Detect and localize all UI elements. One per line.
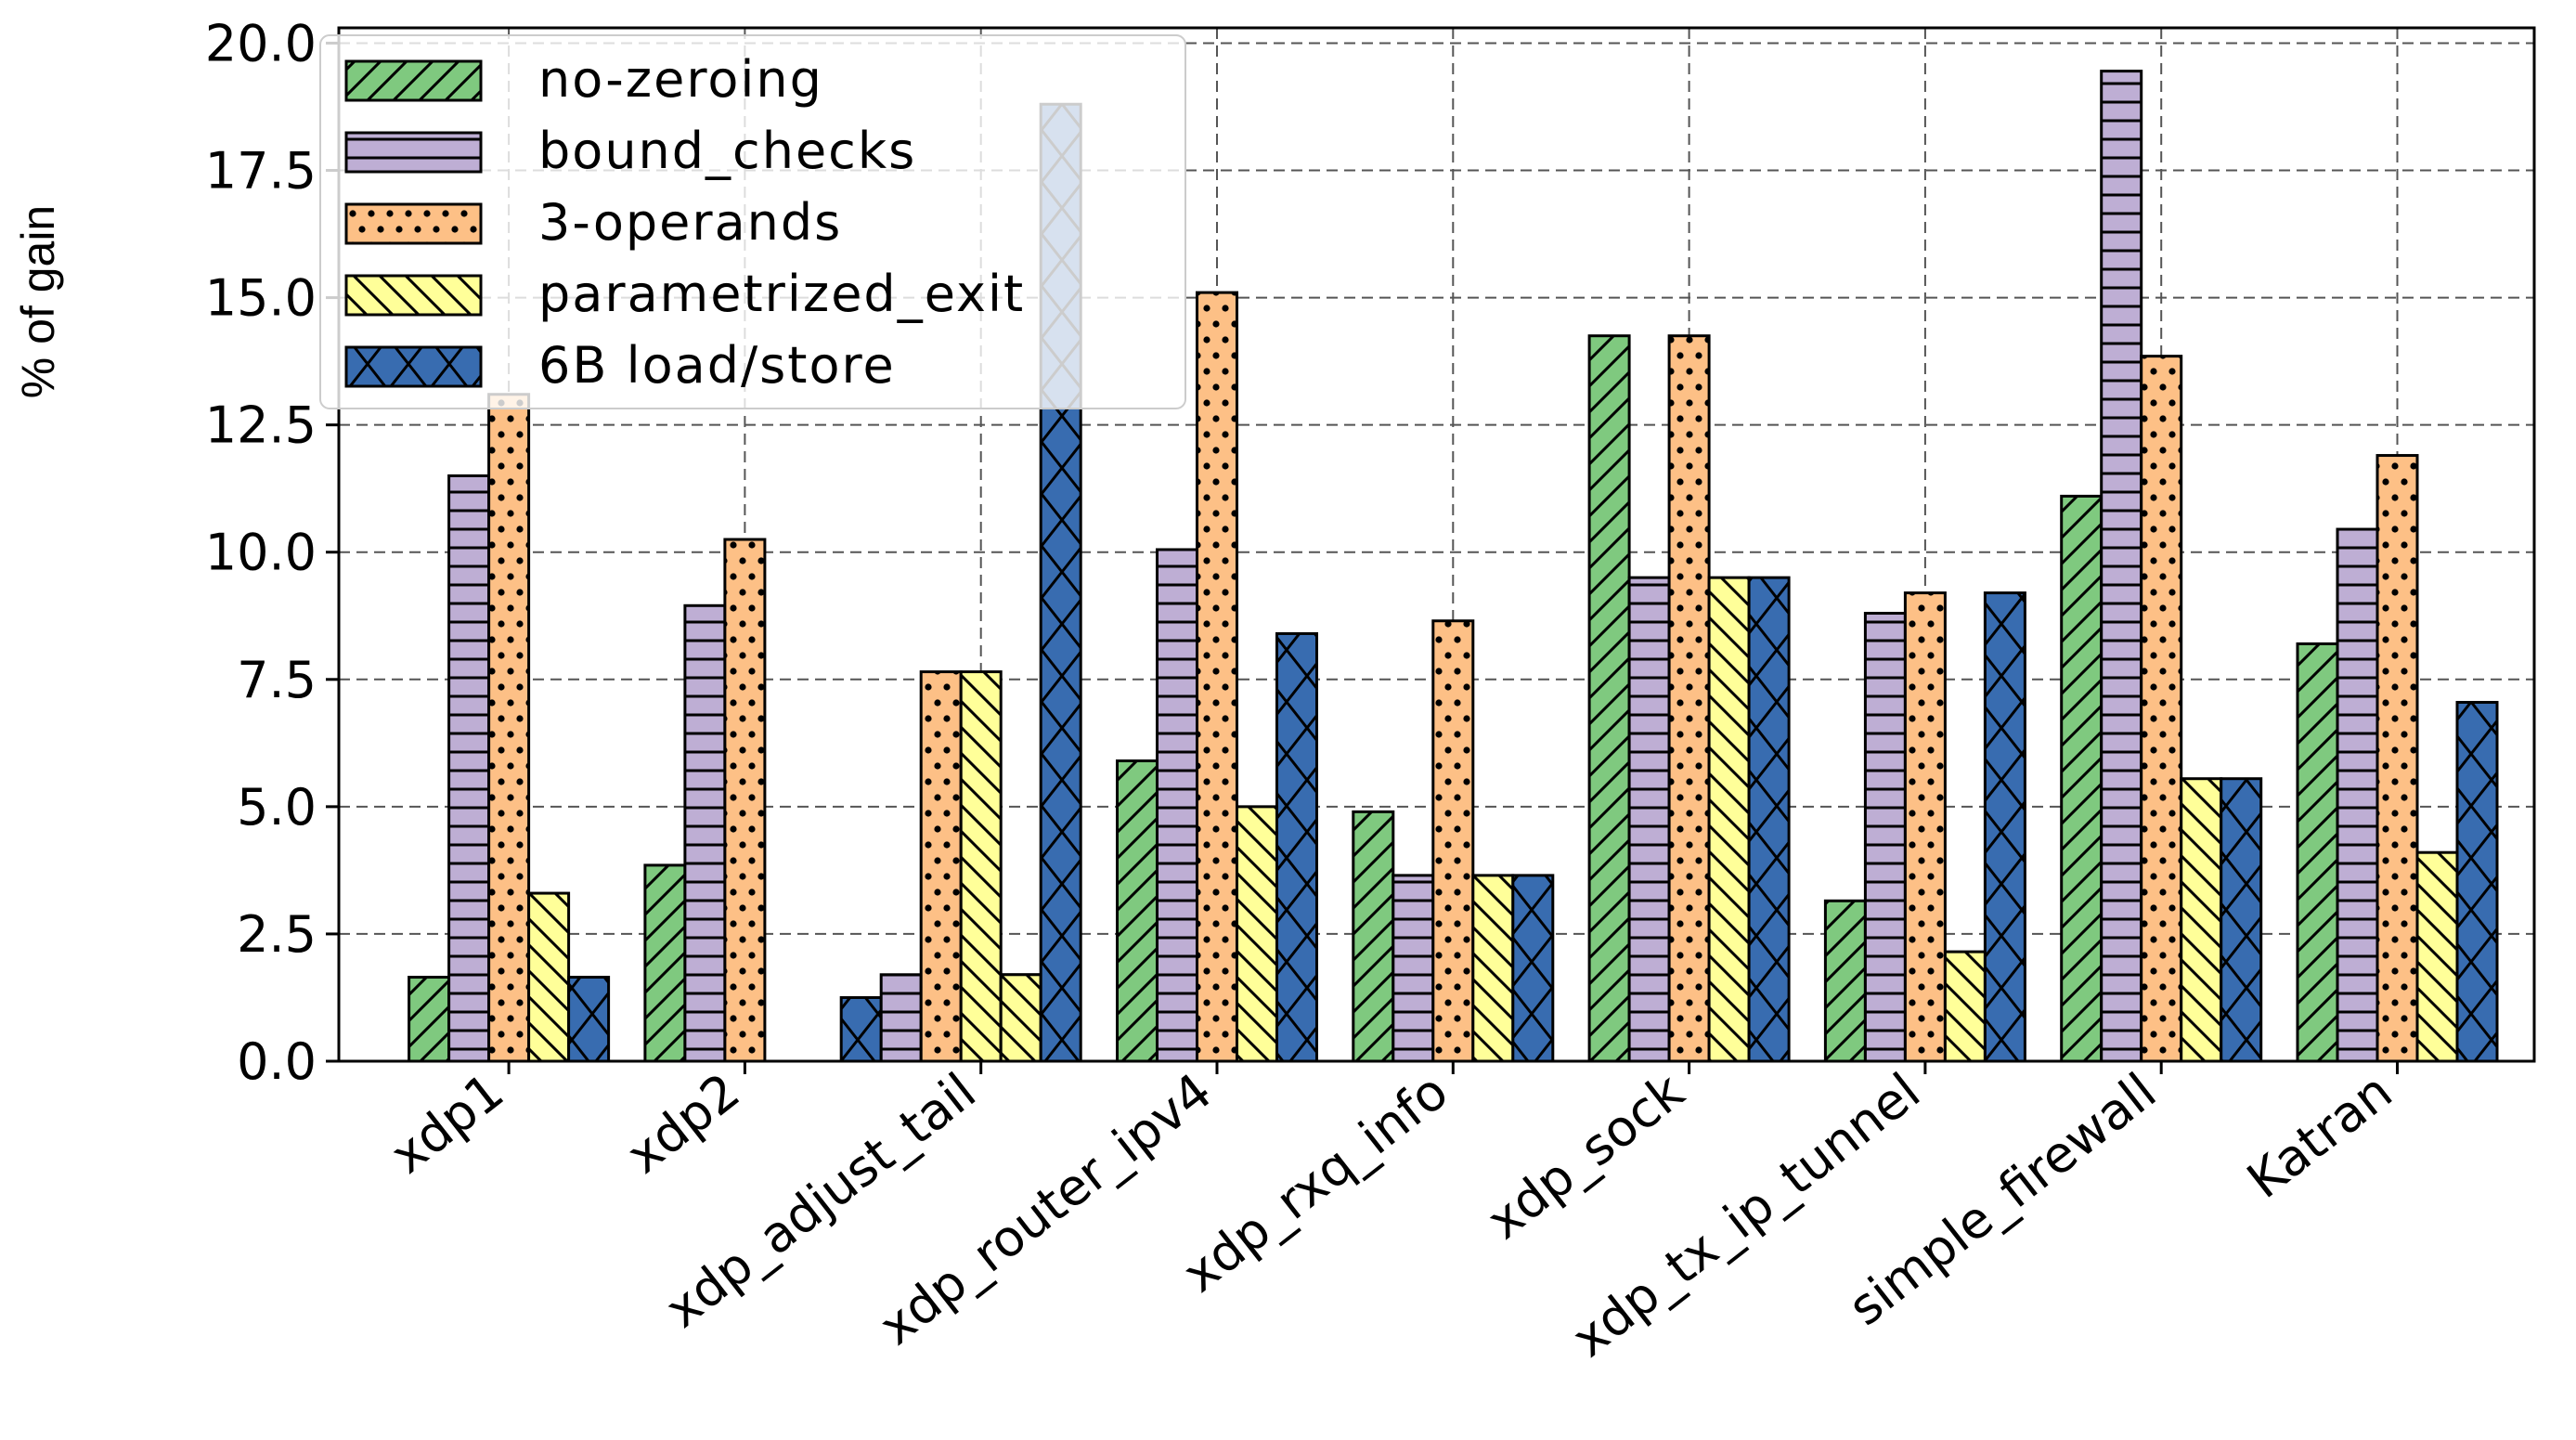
bar-hatch bbox=[1707, 576, 1751, 1063]
bar-hatch bbox=[1116, 759, 1159, 1063]
legend-swatch-hatch bbox=[344, 345, 483, 388]
y-tick-label: 12.5 bbox=[205, 396, 317, 455]
bar-hatch bbox=[2336, 527, 2379, 1063]
bar-hatch bbox=[643, 863, 687, 1063]
y-axis-label: % of gain bbox=[12, 205, 64, 398]
bar-hatch bbox=[723, 538, 767, 1063]
y-tick-label: 2.5 bbox=[237, 905, 317, 964]
bar-hatch bbox=[2220, 777, 2263, 1063]
y-tick-label: 17.5 bbox=[205, 142, 317, 201]
bar-hatch bbox=[447, 474, 491, 1063]
plot-frame bbox=[337, 26, 2536, 1063]
bar-hatch bbox=[1196, 291, 1238, 1063]
legend-label: parametrized_exit bbox=[538, 265, 1025, 323]
bar-hatch bbox=[1903, 591, 1947, 1063]
bar-hatch bbox=[1667, 334, 1711, 1063]
bar-hatch bbox=[1627, 576, 1671, 1063]
y-tick-label: 20.0 bbox=[205, 14, 317, 72]
bar-hatch bbox=[2100, 70, 2143, 1063]
bar-hatch bbox=[999, 973, 1042, 1063]
legend-label: 3-operands bbox=[538, 193, 842, 252]
legend-label: no-zeroing bbox=[538, 50, 823, 109]
bar-hatch bbox=[2455, 700, 2499, 1063]
bar-hatch bbox=[1943, 950, 1987, 1063]
legend-swatch-hatch bbox=[344, 202, 483, 245]
bar-hatch bbox=[1747, 576, 1791, 1063]
bar-hatch bbox=[1275, 631, 1318, 1063]
y-tick-label: 0.0 bbox=[237, 1032, 317, 1091]
bar-hatch bbox=[919, 670, 963, 1063]
y-tick-label: 5.0 bbox=[237, 778, 317, 837]
legend-label: 6B load/store bbox=[538, 336, 896, 395]
bar-hatch bbox=[567, 976, 611, 1063]
bar-hatch bbox=[2375, 454, 2419, 1063]
bar-hatch bbox=[2415, 850, 2459, 1063]
legend-frame bbox=[319, 34, 1186, 409]
bar-hatch bbox=[408, 976, 451, 1063]
y-axis: 0.0 2.5 5.0 7.5 10.0 12.5 15.0 17.5 20.0 bbox=[205, 14, 339, 1091]
legend-swatch-hatch bbox=[344, 59, 483, 102]
bar-hatch bbox=[959, 670, 1003, 1063]
bar-hatch bbox=[1471, 874, 1515, 1063]
x-tick-label: xdp2 bbox=[615, 1062, 750, 1186]
bar-hatch bbox=[2180, 777, 2223, 1063]
legend-swatch-hatch bbox=[344, 274, 483, 317]
bar-hatch bbox=[527, 891, 571, 1063]
x-tick-label: Katran bbox=[2236, 1062, 2402, 1210]
y-tick-label: 10.0 bbox=[205, 524, 317, 582]
y-tick-label: 15.0 bbox=[205, 269, 317, 328]
bar-hatch bbox=[1823, 899, 1867, 1063]
bar-hatch bbox=[1863, 612, 1907, 1063]
bar-hatch bbox=[487, 393, 531, 1063]
bar-hatch bbox=[1431, 619, 1475, 1063]
y-tick-label: 7.5 bbox=[237, 651, 317, 709]
bar-hatch bbox=[1392, 874, 1435, 1063]
bar-hatch bbox=[839, 995, 883, 1063]
bar-hatch bbox=[2060, 494, 2104, 1063]
legend: no-zeroing bound_checks 3-operands parametr… bbox=[319, 34, 1186, 409]
bar-hatch bbox=[1511, 874, 1555, 1063]
legend-swatch-hatch bbox=[344, 131, 483, 174]
bar-hatch bbox=[879, 973, 923, 1063]
bar-hatch bbox=[1156, 548, 1198, 1063]
bar-hatch bbox=[683, 603, 727, 1063]
bar-hatch bbox=[2140, 355, 2183, 1063]
legend-label: bound_checks bbox=[538, 122, 916, 180]
bar-hatch bbox=[1983, 591, 2026, 1063]
bar-hatch bbox=[1352, 810, 1395, 1063]
bar-hatch bbox=[1587, 334, 1631, 1063]
bar-hatch bbox=[2296, 642, 2339, 1063]
x-axis: xdp1 xdp2xdp_adjust_tailxdp_router_ipv4xd… bbox=[380, 1061, 2403, 1369]
bar-hatch bbox=[1236, 805, 1278, 1063]
x-tick-label: xdp1 bbox=[380, 1062, 514, 1186]
x-tick-label: xdp_sock bbox=[1476, 1061, 1695, 1251]
